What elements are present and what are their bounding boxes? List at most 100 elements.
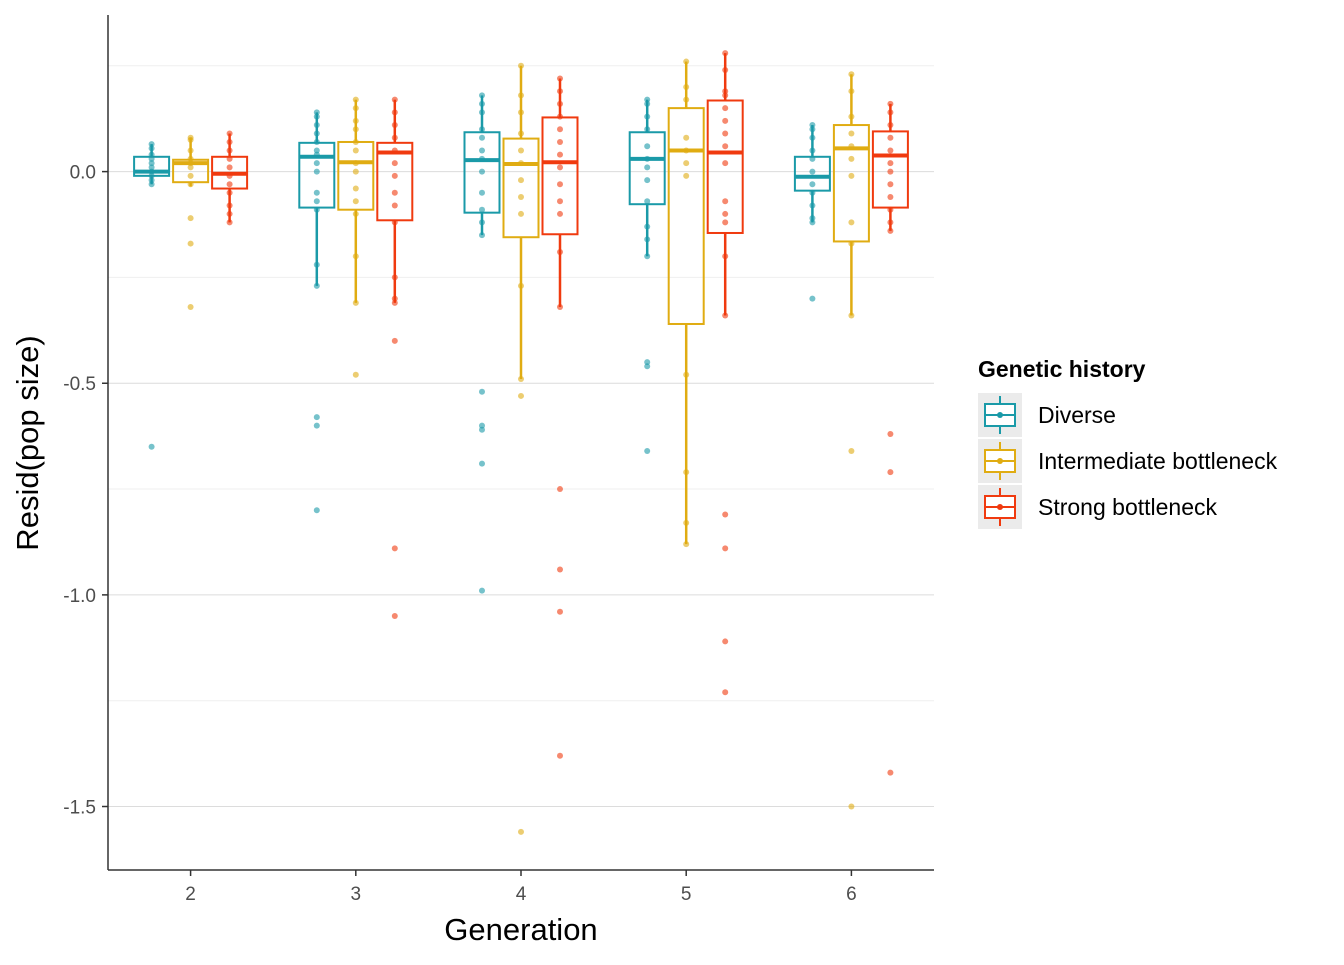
data-point xyxy=(352,299,359,306)
data-point xyxy=(809,181,816,188)
data-point xyxy=(683,96,690,103)
data-point xyxy=(722,92,729,99)
data-point xyxy=(518,376,524,383)
data-point xyxy=(391,545,398,552)
data-point xyxy=(683,541,690,548)
data-point xyxy=(722,511,729,518)
data-point xyxy=(644,177,651,184)
data-point xyxy=(313,422,320,429)
x-tick-label: 5 xyxy=(681,884,692,905)
data-point xyxy=(887,122,894,129)
data-point xyxy=(479,168,485,175)
data-point xyxy=(479,460,485,467)
data-point xyxy=(518,160,524,167)
legend-key-point xyxy=(997,412,1003,418)
data-point xyxy=(313,414,320,421)
data-point xyxy=(187,172,194,179)
data-point xyxy=(644,359,651,366)
x-tick-label: 6 xyxy=(846,884,857,905)
data-point xyxy=(557,752,563,759)
data-point xyxy=(848,71,855,78)
data-point xyxy=(518,109,524,116)
data-point xyxy=(148,168,155,175)
data-point xyxy=(391,189,398,196)
data-point xyxy=(148,155,155,162)
data-point xyxy=(644,447,651,454)
data-point xyxy=(887,147,894,154)
data-point xyxy=(313,113,320,120)
data-point xyxy=(479,92,485,99)
x-axis-title: Generation xyxy=(444,912,597,947)
data-point xyxy=(887,431,894,438)
data-point xyxy=(848,143,855,150)
data-point xyxy=(848,219,855,226)
data-point xyxy=(148,160,155,167)
box-intermediate-bottleneck-gen-4 xyxy=(502,65,540,380)
data-point xyxy=(352,168,359,175)
data-point xyxy=(887,227,894,234)
data-point xyxy=(557,113,563,120)
data-point xyxy=(226,202,233,209)
data-point xyxy=(722,210,729,217)
data-point xyxy=(313,282,320,289)
data-point xyxy=(887,109,894,116)
data-point xyxy=(518,147,524,154)
data-point xyxy=(683,172,690,179)
data-point xyxy=(479,388,485,395)
data-point xyxy=(722,689,729,696)
legend-item-strong-bottleneck: Strong bottleneck xyxy=(978,485,1218,529)
data-point xyxy=(226,189,233,196)
data-point xyxy=(887,206,894,213)
data-point xyxy=(352,160,359,167)
data-point xyxy=(683,83,690,90)
data-point xyxy=(148,172,155,179)
data-point xyxy=(683,371,690,378)
data-point xyxy=(391,160,398,167)
data-point xyxy=(391,147,398,154)
x-tick-label: 4 xyxy=(516,884,527,905)
data-point xyxy=(148,145,155,152)
data-point xyxy=(479,155,485,162)
data-point xyxy=(644,126,651,133)
axis-layer: Generation Resid(pop size) 0.0 -0.5 -1.0 -1… xyxy=(10,15,934,947)
data-point xyxy=(313,206,320,213)
data-point xyxy=(187,160,194,167)
legend-label: Strong bottleneck xyxy=(1038,494,1218,520)
data-point xyxy=(722,88,729,95)
data-point xyxy=(722,117,729,124)
data-point xyxy=(518,828,524,835)
data-point xyxy=(391,295,398,302)
data-point xyxy=(352,147,359,154)
data-point xyxy=(809,189,816,196)
legend-title: Genetic history xyxy=(978,356,1146,382)
data-point xyxy=(809,202,816,209)
data-point xyxy=(683,519,690,526)
data-point xyxy=(557,88,563,95)
data-point xyxy=(479,109,485,116)
data-point xyxy=(391,613,398,620)
data-point xyxy=(148,181,155,188)
data-point xyxy=(722,50,729,57)
data-point xyxy=(226,130,233,137)
data-point xyxy=(187,164,194,171)
y-tick-label: -1.0 xyxy=(63,586,96,607)
data-point xyxy=(479,219,485,226)
plot-layer xyxy=(133,50,909,835)
y-tick-label: -1.5 xyxy=(63,798,96,819)
data-point xyxy=(644,236,651,243)
data-point xyxy=(391,96,398,103)
data-point xyxy=(148,141,155,148)
data-point xyxy=(391,202,398,209)
data-point xyxy=(848,88,855,95)
x-tick-label: 3 xyxy=(351,884,362,905)
data-point xyxy=(518,130,524,137)
data-point xyxy=(518,194,524,201)
data-point xyxy=(722,130,729,137)
data-point xyxy=(848,447,855,454)
data-point xyxy=(557,100,563,107)
box-strong-bottleneck-gen-5 xyxy=(706,53,744,316)
data-point xyxy=(722,105,729,112)
data-point xyxy=(557,181,563,188)
data-point xyxy=(722,312,729,319)
